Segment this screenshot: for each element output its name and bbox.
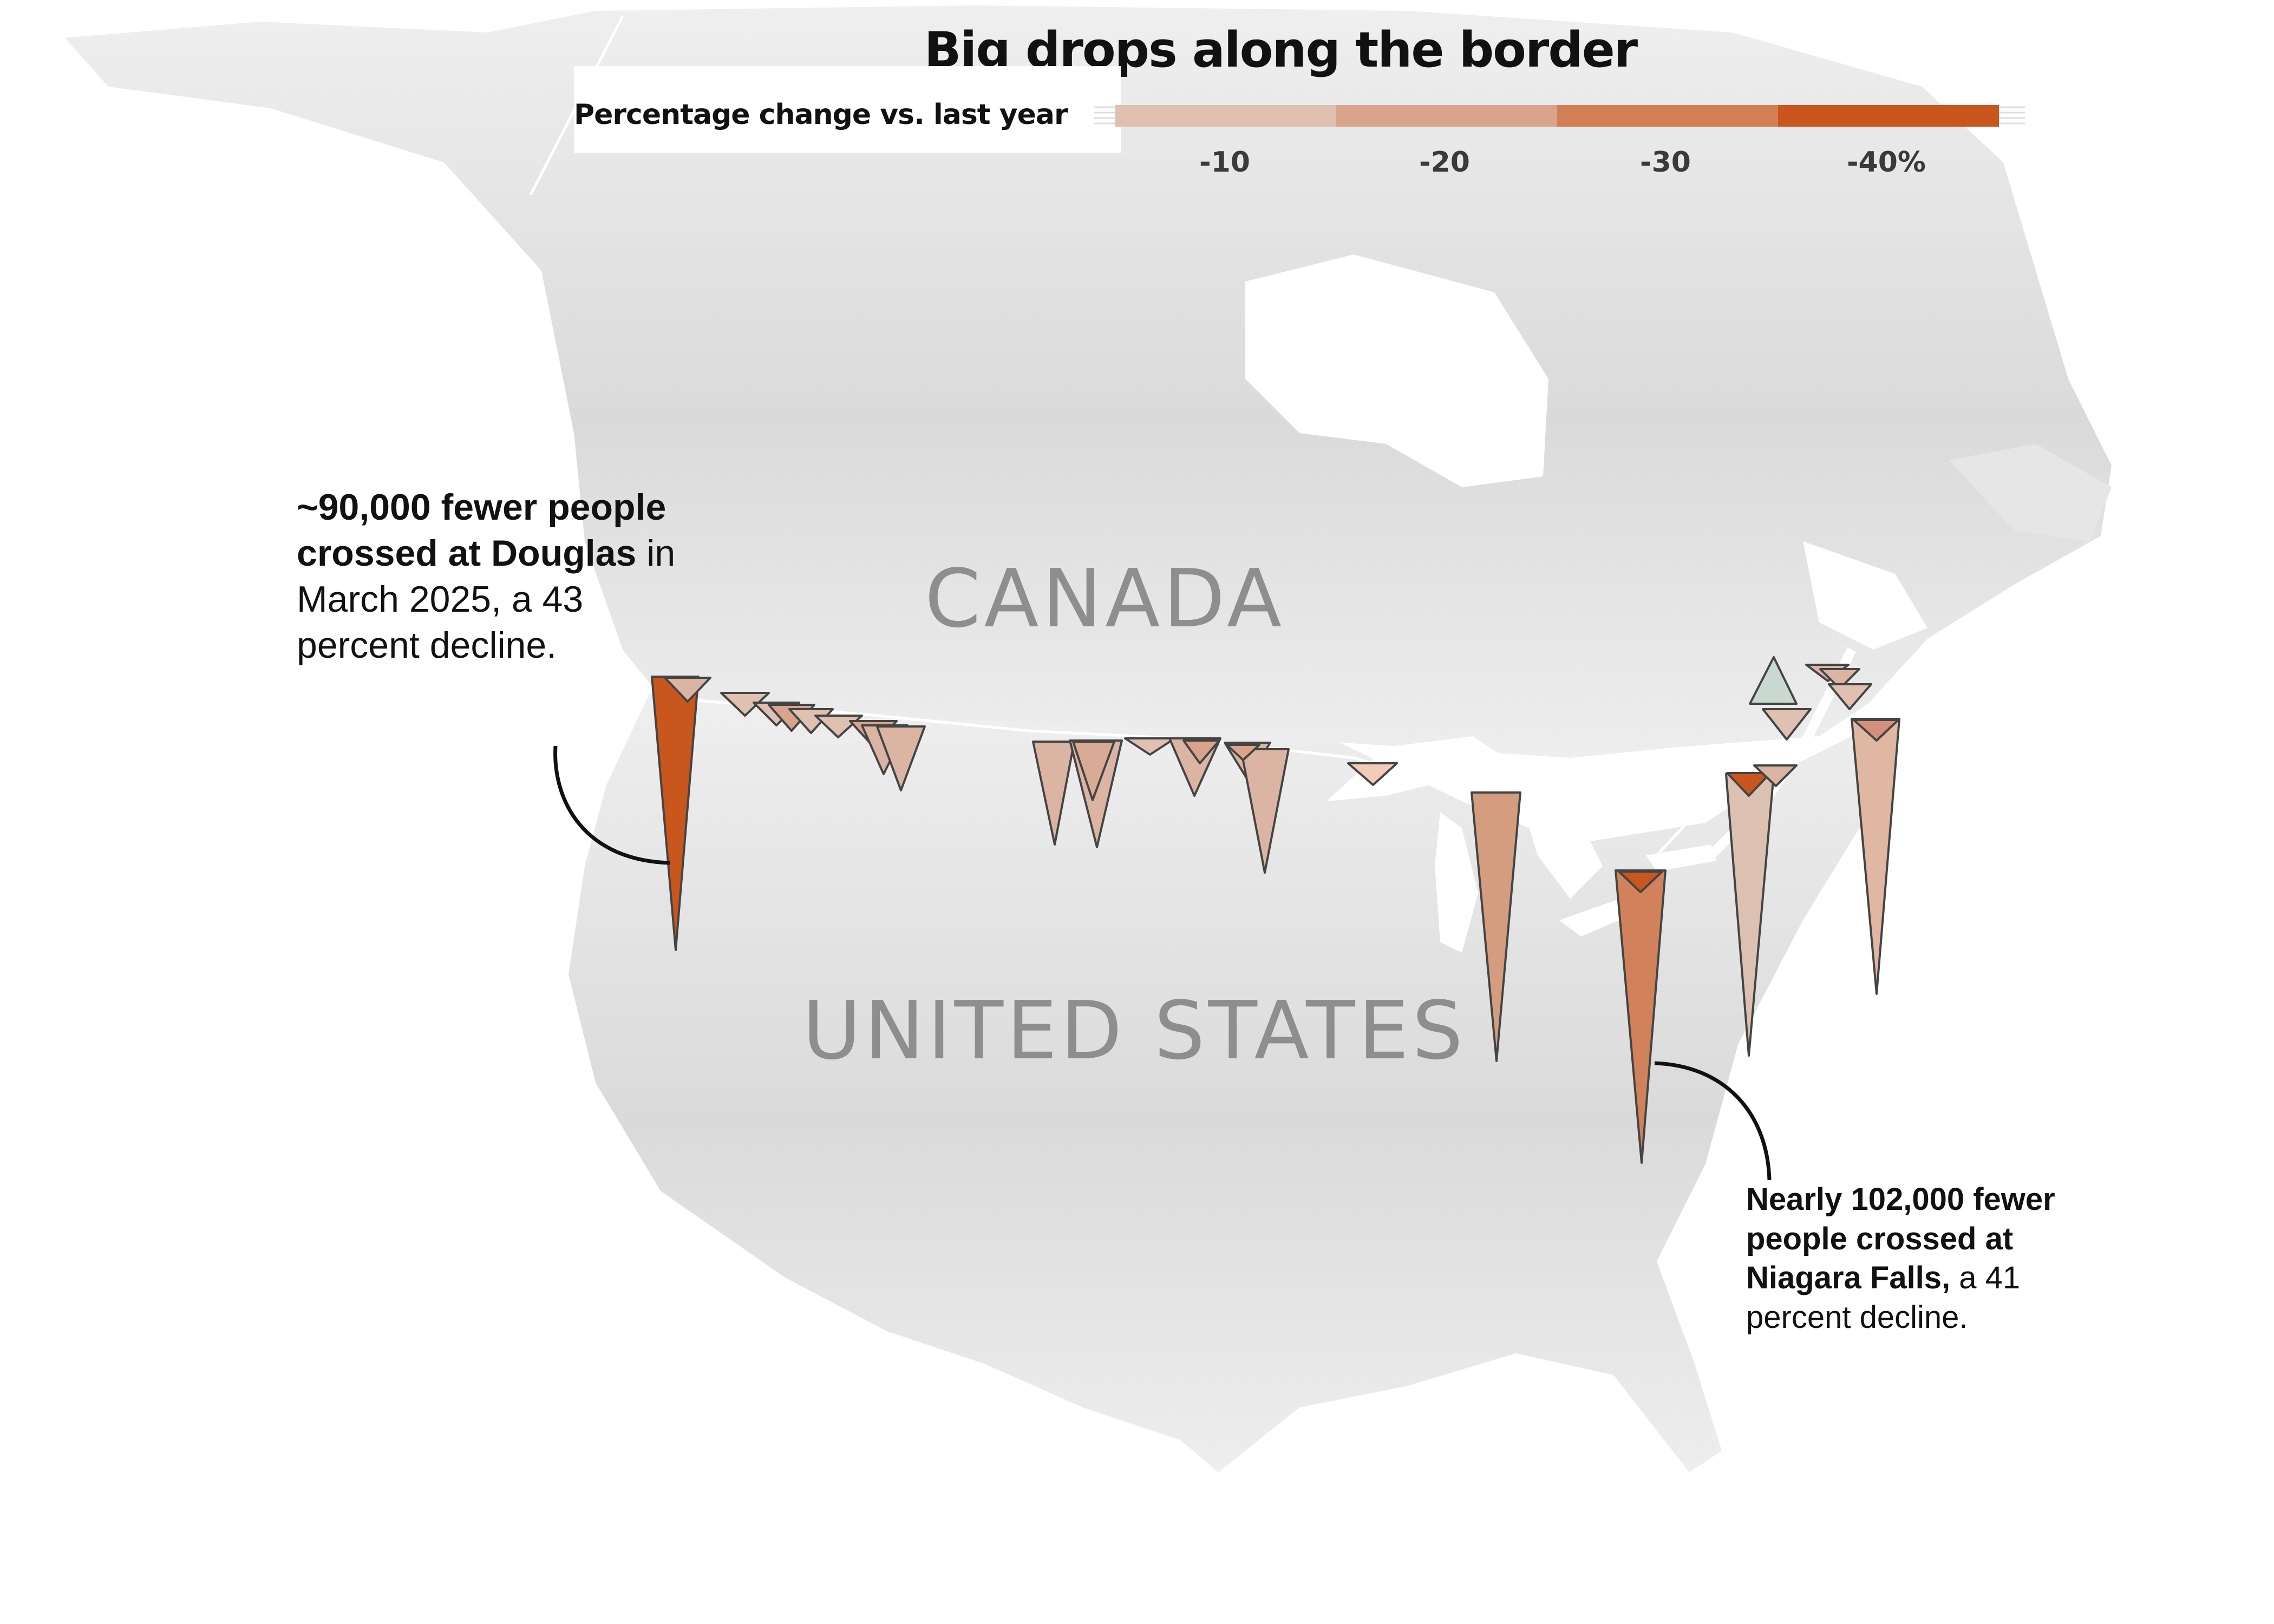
marker-northeast-small-1: [1753, 764, 1798, 787]
legend-background: [574, 66, 1121, 153]
us-landmass: [568, 693, 1863, 1472]
label-canada: CANADA: [925, 552, 1285, 645]
legend-swatch-30: [1557, 105, 1778, 127]
marker-maine-1: [1762, 708, 1812, 741]
marker-prairie-3: [1072, 741, 1115, 801]
marker-prairie-1: [1032, 741, 1075, 846]
annotation-niagara: Nearly 102,000 fewer people crossed at N…: [1746, 1180, 2125, 1337]
annotation-douglas-rest: in March 2025, a 43 percent decline.: [297, 533, 676, 666]
label-united-states: UNITED STATES: [802, 984, 1467, 1077]
marker-detroit: [1471, 791, 1521, 1062]
marker-maine-large-cap: [1853, 719, 1899, 742]
legend-color-scale: [1094, 105, 2025, 127]
marker-maine-large: [1851, 718, 1900, 995]
douglas-leader-line: [553, 745, 671, 865]
marker-prairie-6: [1182, 739, 1220, 764]
legend-tick-20: -20: [1419, 146, 1470, 179]
annotation-niagara-bold: Nearly 102,000 fewer people crossed at N…: [1746, 1182, 2055, 1295]
legend-tick-40: -40%: [1846, 146, 1926, 179]
land: [65, 5, 2112, 1472]
legend-swatch-20: [1336, 105, 1557, 127]
annotation-douglas: ~90,000 fewer people crossed at Douglas …: [297, 484, 676, 669]
annotation-niagara-rest: a 41 percent decline.: [1746, 1260, 2021, 1335]
marker-prairie-4: [1124, 737, 1176, 756]
lake-superior: [1327, 736, 1505, 801]
marker-west-small-1: [664, 677, 711, 703]
marker-minnesota: [1347, 762, 1398, 786]
legend-label: Percentage change vs. last year: [574, 99, 1068, 131]
marker-maine-3: [1819, 668, 1860, 690]
annotation-douglas-bold: ~90,000 fewer people crossed at Douglas: [297, 487, 666, 574]
marker-niagara-small: [1618, 870, 1663, 893]
water: [1245, 254, 1927, 953]
legend-tick-30: -30: [1640, 146, 1691, 179]
marker-champlain-small: [1726, 772, 1772, 797]
legend-tick-10: -10: [1199, 146, 1250, 179]
niagara-leader-line: [1654, 1061, 1772, 1181]
legend-swatch-40: [1778, 105, 1999, 127]
marker-prairie-8: [1240, 748, 1290, 874]
lake-michigan: [1435, 812, 1478, 953]
lake-ontario: [1646, 844, 1716, 872]
marker-prairie-9: [1226, 744, 1260, 761]
crossing-markers: [651, 656, 1900, 1164]
marker-increase: [1749, 656, 1798, 705]
newfoundland: [1949, 444, 2112, 541]
legend-swatch-10: [1115, 105, 1336, 127]
marker-west-medium-2: [876, 725, 926, 791]
gulf-of-st-lawrence: [1803, 541, 1927, 650]
lake-huron: [1516, 785, 1603, 899]
marker-maine-4: [1828, 683, 1872, 710]
hudson-bay: [1245, 254, 1548, 487]
canada-landmass: [65, 5, 2112, 758]
